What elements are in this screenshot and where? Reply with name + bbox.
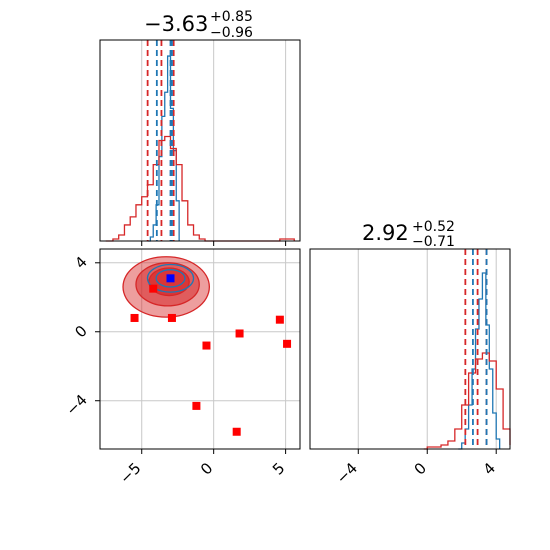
bl-blue-contour	[155, 269, 186, 288]
br-xtick-label: 4	[480, 459, 499, 478]
br-title-value: 2.92	[362, 221, 409, 245]
bl-contours	[122, 256, 211, 318]
bl-red-square	[130, 313, 139, 322]
tl-quantile-lines	[146, 40, 175, 241]
bl-points	[130, 274, 292, 436]
br-frame	[309, 248, 511, 450]
bl-red-square	[192, 401, 201, 410]
bl-ytick-label: 4	[71, 253, 90, 272]
panel-bottom-right: −4 0 4 2.92 +0.52 −0.71	[309, 219, 511, 487]
bl-ytick-label: 0	[71, 322, 90, 341]
tl-ticks	[141, 241, 287, 246]
br-quantile-lines	[464, 249, 488, 449]
tl-red-histogram	[105, 135, 295, 242]
bl-red-square	[275, 315, 284, 324]
br-title-minus: −0.71	[412, 234, 455, 250]
bl-xtick-label: −5	[116, 459, 144, 487]
bl-xtick-label: 0	[197, 459, 216, 478]
bl-xtick-label: 5	[269, 459, 288, 478]
tl-title-minus: −0.96	[210, 25, 253, 41]
bl-blue-square	[166, 274, 175, 283]
bl-red-square	[232, 427, 241, 436]
bl-red-square	[283, 339, 292, 348]
bl-ytick-label: −4	[62, 391, 90, 419]
bl-blue-contour	[146, 263, 195, 293]
bl-red-square	[167, 313, 176, 322]
panel-top-left: −3.63 +0.85 −0.96	[99, 9, 301, 246]
br-series	[423, 272, 511, 450]
bl-frame	[99, 248, 301, 450]
tl-title-value: −3.63	[144, 12, 208, 36]
bl-red-square	[202, 341, 211, 350]
br-xtick-label: −4	[333, 459, 361, 487]
tl-grid	[141, 40, 287, 241]
br-xtick-label: 0	[411, 459, 430, 478]
tl-series	[105, 55, 295, 242]
panel-bottom-left: −5 0 5 −4 0 4	[62, 248, 301, 487]
bl-red-square	[149, 284, 158, 293]
tl-frame	[99, 39, 301, 242]
bl-red-square	[235, 329, 244, 338]
br-red-histogram	[423, 352, 511, 450]
tl-title-plus: +0.85	[210, 9, 253, 25]
br-ticks: −4 0 4	[333, 449, 499, 487]
br-title-plus: +0.52	[412, 219, 455, 235]
